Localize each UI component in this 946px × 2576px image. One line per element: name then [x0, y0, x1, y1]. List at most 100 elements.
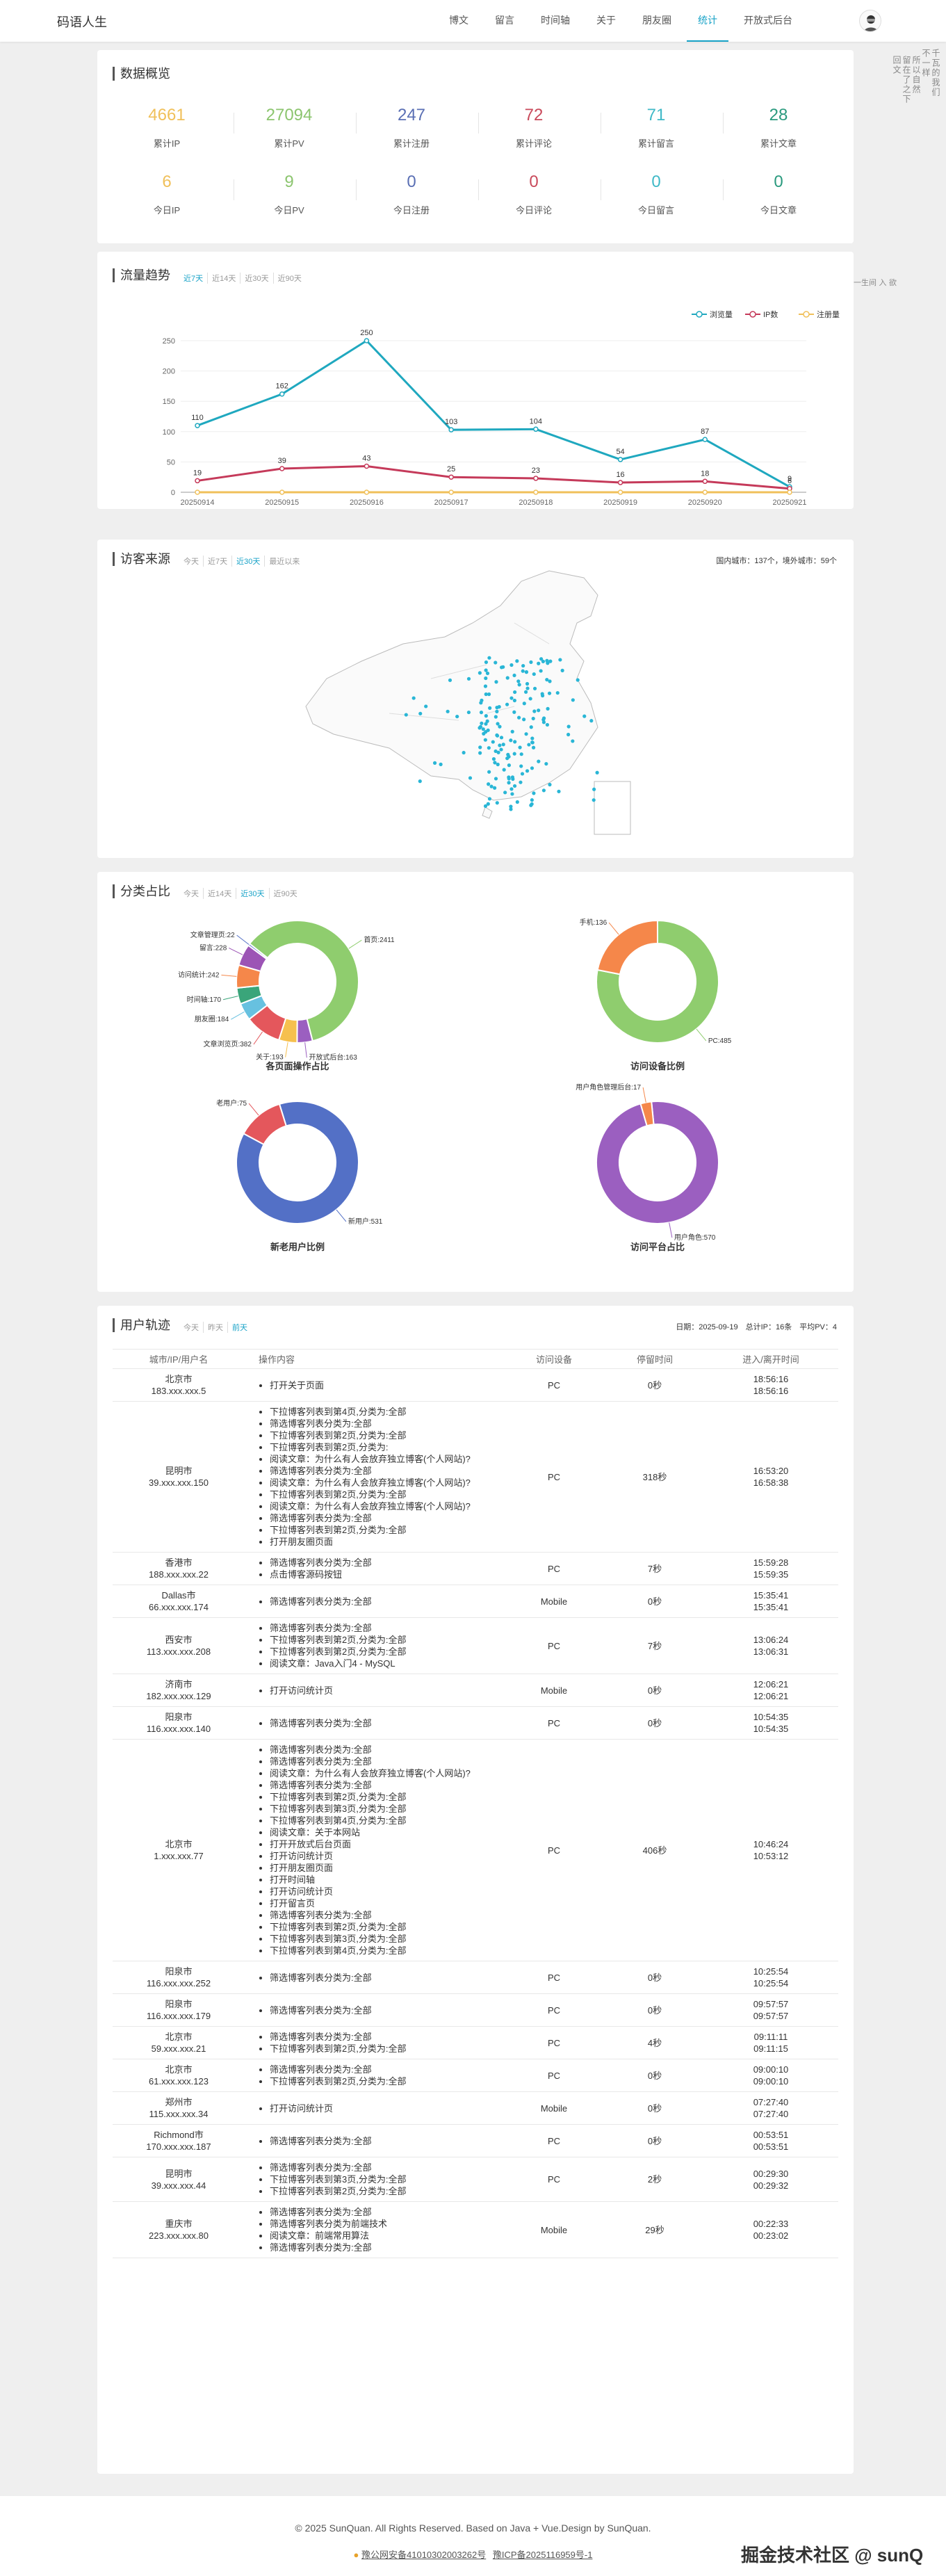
- visitor-dot[interactable]: [525, 681, 530, 686]
- nav-item[interactable]: 关于: [596, 15, 616, 26]
- filter-option[interactable]: 近7天: [179, 273, 209, 284]
- visitor-dot[interactable]: [531, 745, 536, 750]
- visitor-dot[interactable]: [494, 715, 498, 719]
- visitor-dot[interactable]: [566, 724, 571, 729]
- pie-slice[interactable]: [236, 1101, 359, 1224]
- visitor-dot[interactable]: [529, 725, 533, 729]
- visitor-dot[interactable]: [548, 679, 552, 683]
- visitor-dot[interactable]: [529, 803, 533, 807]
- visitor-dot[interactable]: [466, 677, 471, 681]
- visitor-dot[interactable]: [589, 719, 594, 723]
- data-point[interactable]: [702, 489, 708, 495]
- visitor-dot[interactable]: [498, 724, 502, 729]
- visitor-dot[interactable]: [571, 739, 575, 743]
- visitor-dot[interactable]: [541, 693, 545, 698]
- legend-label[interactable]: 注册量: [817, 309, 840, 319]
- visitor-dot[interactable]: [501, 743, 505, 747]
- visitor-dot[interactable]: [483, 804, 488, 808]
- visitor-dot[interactable]: [529, 660, 533, 664]
- visitor-dot[interactable]: [544, 761, 548, 766]
- visitor-dot[interactable]: [515, 800, 519, 804]
- visitor-dot[interactable]: [558, 658, 562, 662]
- pie-slice[interactable]: [596, 919, 658, 975]
- visitor-dot[interactable]: [484, 668, 488, 672]
- filter-option[interactable]: 近30天: [236, 888, 270, 899]
- visitor-dot[interactable]: [525, 686, 530, 690]
- nav-item[interactable]: 时间轴: [541, 15, 570, 26]
- filter-option[interactable]: 近90天: [273, 890, 297, 898]
- data-point[interactable]: [195, 423, 200, 428]
- visitor-dot[interactable]: [512, 710, 516, 714]
- visitor-dot[interactable]: [418, 779, 422, 784]
- filter-option[interactable]: 昨天: [204, 1322, 228, 1333]
- visitor-dot[interactable]: [521, 663, 525, 668]
- visitor-dot[interactable]: [484, 676, 488, 681]
- data-point[interactable]: [533, 476, 539, 481]
- visitor-dot[interactable]: [404, 713, 408, 717]
- visitor-dot[interactable]: [513, 690, 517, 695]
- visitor-dot[interactable]: [486, 802, 490, 806]
- site-brand[interactable]: 码语人生: [57, 15, 107, 29]
- filter-option[interactable]: 近7天: [204, 556, 233, 567]
- visitor-dot[interactable]: [494, 680, 498, 684]
- visitor-dot[interactable]: [513, 740, 517, 744]
- visitor-dot[interactable]: [482, 731, 486, 736]
- visitor-dot[interactable]: [505, 702, 509, 706]
- visitor-dot[interactable]: [496, 762, 500, 767]
- visitor-dot[interactable]: [510, 775, 515, 779]
- visitor-dot[interactable]: [524, 732, 528, 736]
- visitor-dot[interactable]: [521, 669, 525, 673]
- visitor-dot[interactable]: [488, 706, 492, 711]
- visitor-dot[interactable]: [522, 718, 526, 722]
- visitor-dot[interactable]: [518, 745, 522, 750]
- visitor-dot[interactable]: [532, 709, 537, 713]
- visitor-dot[interactable]: [507, 763, 511, 768]
- visitor-dot[interactable]: [519, 752, 523, 756]
- data-point[interactable]: [787, 489, 792, 495]
- visitor-dot[interactable]: [548, 782, 552, 787]
- nav-item[interactable]: 留言: [495, 15, 514, 26]
- beian-police-link[interactable]: 豫公网安备41010302003262号: [361, 2550, 487, 2560]
- visitor-dot[interactable]: [499, 665, 504, 670]
- visitor-dot[interactable]: [510, 729, 514, 734]
- visitor-dot[interactable]: [592, 787, 596, 791]
- visitor-dot[interactable]: [517, 715, 521, 720]
- visitor-dot[interactable]: [499, 736, 504, 740]
- visitor-dot[interactable]: [466, 710, 471, 715]
- pie-slice[interactable]: [596, 919, 719, 1044]
- filter-option[interactable]: 今天: [179, 556, 204, 567]
- visitor-dot[interactable]: [530, 736, 535, 740]
- visitor-dot[interactable]: [485, 719, 489, 723]
- visitor-dot[interactable]: [541, 659, 546, 663]
- filter-option[interactable]: 今天: [179, 1322, 204, 1333]
- visitor-dot[interactable]: [530, 798, 534, 802]
- visitor-dot[interactable]: [489, 784, 494, 788]
- nav-item[interactable]: 统计: [687, 0, 728, 42]
- visitor-dot[interactable]: [517, 683, 521, 687]
- filter-option[interactable]: 近90天: [277, 275, 302, 283]
- visitor-dot[interactable]: [532, 791, 536, 795]
- filter-option[interactable]: 近30天: [240, 273, 274, 284]
- visitor-dot[interactable]: [523, 690, 528, 694]
- nav-item[interactable]: 开放式后台: [744, 15, 792, 26]
- visitor-dot[interactable]: [541, 788, 546, 793]
- visitor-dot[interactable]: [503, 791, 507, 795]
- data-point[interactable]: [448, 474, 454, 480]
- visitor-dot[interactable]: [516, 679, 521, 683]
- visitor-dot[interactable]: [519, 764, 523, 768]
- visitor-dot[interactable]: [478, 751, 482, 755]
- visitor-dot[interactable]: [483, 738, 487, 742]
- visitor-dot[interactable]: [557, 789, 561, 793]
- visitor-dot[interactable]: [532, 686, 537, 690]
- visitor-dot[interactable]: [499, 747, 503, 752]
- visitor-dot[interactable]: [515, 659, 519, 663]
- visitor-dot[interactable]: [509, 804, 513, 809]
- visitor-dot[interactable]: [537, 661, 541, 665]
- data-point[interactable]: [533, 489, 539, 495]
- visitor-dot[interactable]: [524, 670, 528, 674]
- visitor-dot[interactable]: [478, 726, 482, 730]
- visitor-dot[interactable]: [491, 757, 496, 761]
- visitor-dot[interactable]: [512, 698, 516, 703]
- visitor-dot[interactable]: [545, 722, 550, 727]
- visitor-dot[interactable]: [548, 659, 553, 663]
